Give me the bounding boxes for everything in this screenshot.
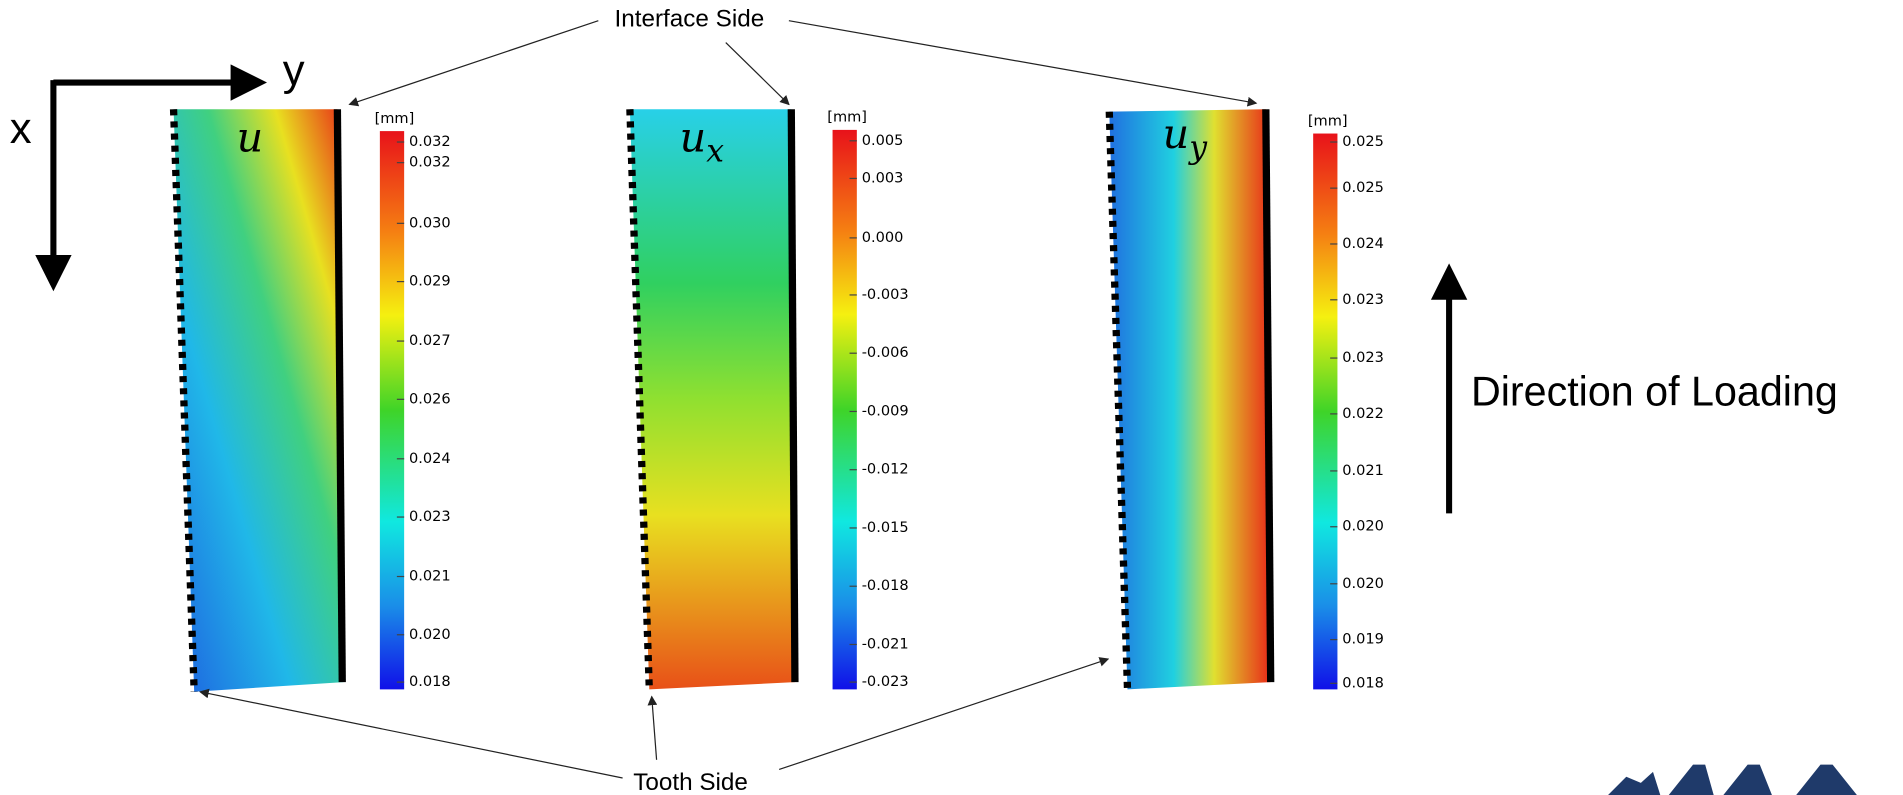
field-ux bbox=[629, 109, 795, 690]
colorbar bbox=[379, 131, 405, 690]
tick-label: 0.018 bbox=[409, 673, 451, 690]
tick-label: -0.006 bbox=[862, 344, 909, 361]
symbol: u bbox=[680, 114, 707, 162]
tick-label: 0.029 bbox=[409, 273, 451, 290]
tick-label: 0.032 bbox=[409, 154, 451, 171]
tick-label: -0.021 bbox=[862, 635, 909, 652]
tick-label: 0.030 bbox=[409, 214, 451, 231]
tick-label: -0.012 bbox=[862, 461, 909, 478]
panel-symbol: uy bbox=[1163, 110, 1209, 166]
tick-label: 0.005 bbox=[862, 132, 904, 149]
colorbar bbox=[832, 129, 857, 690]
x-label: x bbox=[10, 104, 32, 153]
tick-label: -0.009 bbox=[862, 402, 909, 419]
tick-label: 0.023 bbox=[409, 508, 451, 525]
tick-label: -0.023 bbox=[862, 673, 909, 690]
tick-label: -0.003 bbox=[862, 286, 909, 303]
tick-label: 0.021 bbox=[409, 568, 451, 585]
tick-label: 0.024 bbox=[409, 450, 451, 467]
tick-label: 0.022 bbox=[1342, 405, 1384, 422]
field-u bbox=[173, 109, 344, 692]
unit-label: [mm] bbox=[1308, 112, 1348, 129]
subscript: y bbox=[1187, 130, 1208, 166]
tick-label: 0.018 bbox=[1342, 674, 1384, 691]
tick-label: 0.024 bbox=[1342, 235, 1384, 252]
subscript: x bbox=[706, 133, 724, 169]
colorbar bbox=[1313, 133, 1338, 690]
symbol: u bbox=[1163, 110, 1190, 158]
panel-symbol: u bbox=[237, 114, 264, 162]
tick-label: 0.027 bbox=[409, 332, 451, 349]
y-label: y bbox=[283, 46, 305, 95]
tick-label: 0.019 bbox=[1342, 631, 1384, 648]
symbol: u bbox=[237, 114, 264, 162]
tooth-label: Tooth Side bbox=[633, 769, 748, 795]
tick-label: 0.003 bbox=[862, 169, 904, 186]
tick-label: -0.015 bbox=[862, 519, 909, 536]
tick-label: 0.032 bbox=[409, 133, 451, 150]
unit-label: [mm] bbox=[827, 109, 867, 126]
tick-label: 0.023 bbox=[1342, 349, 1384, 366]
tick-label: 0.023 bbox=[1342, 291, 1384, 308]
field-uy bbox=[1109, 109, 1271, 690]
tick-label: 0.025 bbox=[1342, 133, 1384, 150]
tick-label: 0.021 bbox=[1342, 462, 1384, 479]
interface-label: Interface Side bbox=[614, 6, 764, 33]
tick-label: 0.020 bbox=[1342, 575, 1384, 592]
tick-label: 0.000 bbox=[862, 229, 904, 246]
tick-label: 0.020 bbox=[409, 626, 451, 643]
panel-symbol: ux bbox=[680, 114, 725, 170]
tick-label: -0.018 bbox=[862, 577, 909, 594]
logo bbox=[1608, 764, 1857, 795]
tick-label: 0.025 bbox=[1342, 179, 1384, 196]
loading-label: Direction of Loading bbox=[1471, 368, 1838, 414]
unit-label: [mm] bbox=[375, 110, 415, 127]
tick-label: 0.020 bbox=[1342, 518, 1384, 535]
tick-label: 0.026 bbox=[409, 390, 451, 407]
